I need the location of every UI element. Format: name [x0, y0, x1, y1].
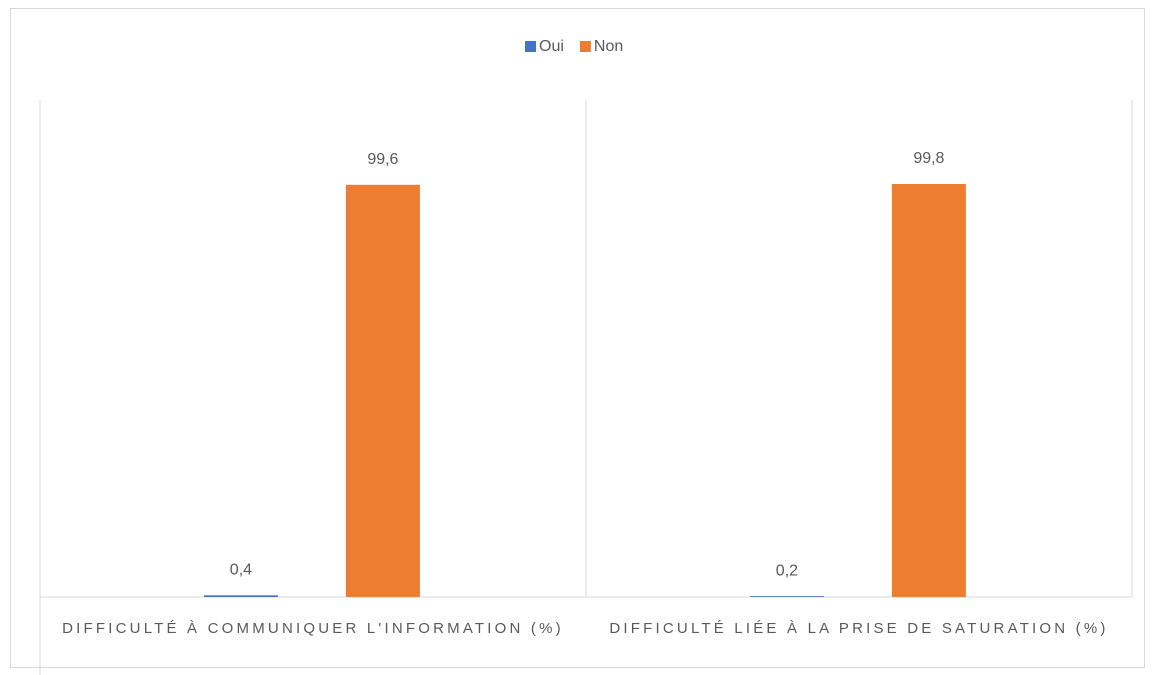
chart-border — [10, 8, 1145, 668]
bar — [749, 596, 824, 597]
bar — [345, 184, 420, 598]
legend-label: Oui — [539, 38, 564, 55]
data-label: 0,4 — [230, 562, 252, 579]
legend-swatch — [525, 41, 536, 52]
bar — [891, 184, 966, 597]
legend-label: Non — [594, 38, 623, 55]
data-label: 99,8 — [913, 150, 944, 167]
x-tick-label: DIFFICULTÉ À COMMUNIQUER L'INFORMATION (… — [62, 620, 564, 637]
x-tick-label: DIFFICULTÉ LIÉE À LA PRISE DE SATURATION… — [609, 620, 1109, 637]
data-label: 0,2 — [776, 562, 798, 579]
legend-swatch — [579, 41, 591, 52]
bar — [203, 595, 278, 597]
data-label: 99,6 — [367, 151, 398, 168]
